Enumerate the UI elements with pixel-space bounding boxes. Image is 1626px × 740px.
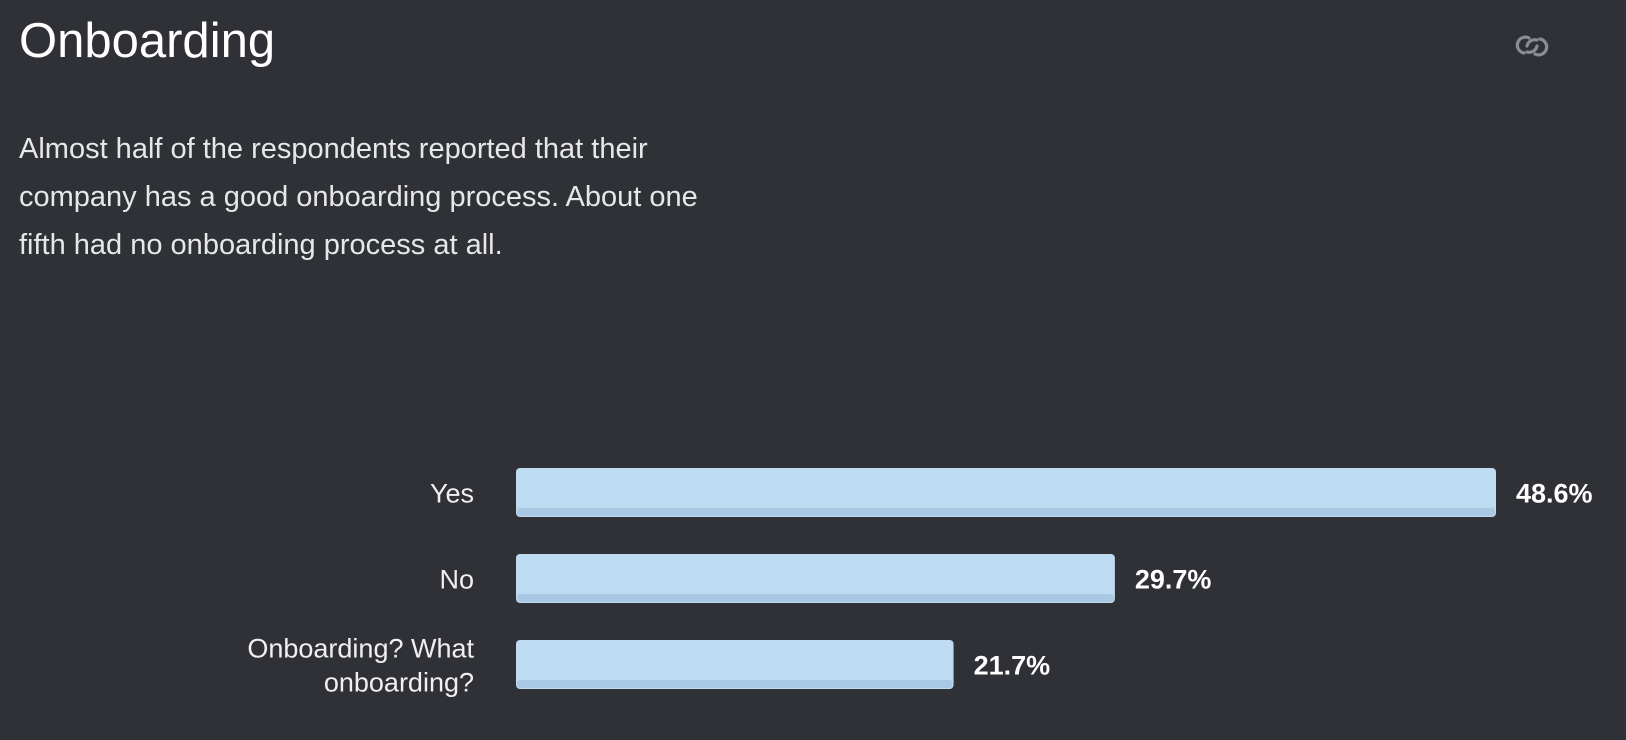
page-title: Onboarding — [19, 14, 276, 68]
category-label-line: onboarding? — [324, 668, 474, 698]
link-icon-graphic — [1515, 35, 1549, 57]
bar-group: 21.7% Onboarding? What onboarding? — [247, 634, 1050, 698]
bar — [516, 640, 954, 689]
bar-bottom-edge — [517, 508, 1495, 516]
category-label-line: Yes — [430, 479, 474, 509]
chart-description: Almost half of the respondents reported … — [19, 133, 698, 261]
category-label-line: Onboarding? What — [247, 634, 474, 664]
bar-group: 29.7% No — [439, 554, 1211, 603]
link-icon[interactable] — [1512, 26, 1552, 66]
bar-group: 48.6% Yes — [430, 468, 1593, 517]
category-label: Yes — [430, 479, 474, 509]
bar-bottom-edge — [517, 680, 953, 688]
category-label: Onboarding? What onboarding? — [247, 634, 474, 698]
category-label-line: No — [439, 565, 474, 595]
value-label: 29.7% — [1135, 565, 1212, 595]
bar-bottom-edge — [517, 594, 1114, 602]
value-label: 21.7% — [974, 651, 1051, 681]
bar — [516, 554, 1115, 603]
bar — [516, 468, 1496, 517]
category-label: No — [439, 565, 474, 595]
value-label: 48.6% — [1516, 479, 1593, 509]
